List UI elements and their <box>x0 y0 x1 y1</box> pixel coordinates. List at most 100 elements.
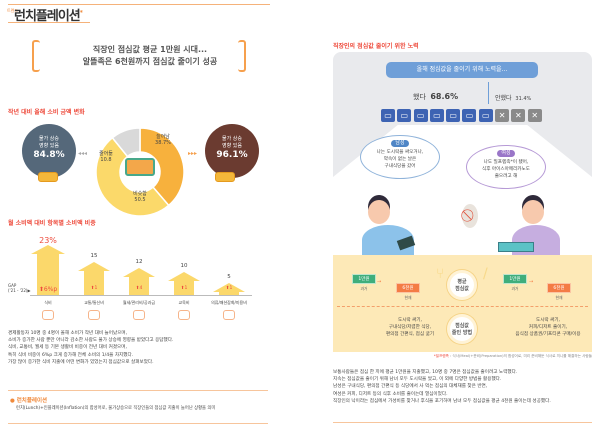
lunchbox-icon: ▭ <box>397 109 412 122</box>
house-icon <box>133 310 145 320</box>
bar-value: 23% <box>39 236 57 245</box>
headline-line-1: 직장인 점심값 평균 1만원 시대... <box>92 45 208 54</box>
coins-icon <box>38 172 58 182</box>
paragraph-line: 소비가 증가한 사람 뿐만 아니라 감소한 사람도 물가 상승에 영향을 받았다… <box>8 338 174 344</box>
plate-text: 점심값 <box>455 323 469 329</box>
circle-label: 물가 상승 <box>222 136 242 142</box>
paragraph-line: 특히 식비 비중이 6%p 크게 증가해 전체 소비의 1/4을 차지했다. <box>8 352 134 358</box>
section-title-spending: 작년 대비 올해 소비 금액 변화 <box>8 109 85 116</box>
left-stat-circle: 물가 상승 영향 있음 84.8% <box>22 124 76 178</box>
circle-value: 84.8% <box>33 150 65 160</box>
headline-line-2: 알뜰족은 6천원까지 점심값 줄이기 성공 <box>82 57 218 66</box>
donut-label-increase: 늘어남 38.7% <box>148 133 178 146</box>
circle-label: 영향 있음 <box>222 143 242 149</box>
bubble-line: 나도 밀프렙족*이 됐어, <box>483 160 529 165</box>
lunchbox-icon: ▭ <box>381 109 395 122</box>
section-title-effort: 직장인의 점심값 줄이기 위한 노력 <box>333 43 419 50</box>
coins-icon <box>215 172 235 182</box>
bar-arrowhead <box>168 272 200 282</box>
food-icon <box>42 310 54 320</box>
bar-gap: ⬆1 <box>180 286 188 291</box>
question-bubble: 올해 점심값을 줄이기 위해 노력을... <box>386 62 538 78</box>
header-tag: 트렌드 <box>7 8 19 13</box>
circle-label: 영향 있음 <box>39 143 59 149</box>
title-text: 런치플레이션 <box>14 9 81 24</box>
bar-category-label: 식비 <box>44 300 52 305</box>
lunchbox-icon: ▭ <box>446 109 461 122</box>
male-methods: 도시락 싸기, 구내식당/저렴한 식당, 편의점 간편식, 점심 굶기 <box>365 318 455 338</box>
bracket-right <box>238 40 246 72</box>
car-icon <box>88 310 100 320</box>
lunchbox-icon: ▭ <box>462 109 477 122</box>
gap-value: 1 <box>229 286 233 291</box>
male-past-cost: 1만원 <box>352 274 376 284</box>
circle-label: 물가 상승 <box>39 136 59 142</box>
paragraph-line: 식비, 교통비, 월세 등 기본 생활비 비중이 전년 대비 커졌으며, <box>8 345 127 351</box>
bar <box>129 275 149 295</box>
fork-icon: ⑂ <box>436 266 445 282</box>
baseline <box>30 295 252 296</box>
plate-text: 줄인 방법 <box>451 330 473 336</box>
female-past-cost: 1만원 <box>503 274 527 284</box>
female-person-illustration <box>522 200 544 224</box>
knife-icon: / <box>483 266 488 282</box>
bar-arrowhead <box>78 261 110 271</box>
bar-category-label: 의류/패션잡화/미용비 <box>211 300 247 305</box>
label: 늘어남 <box>156 134 170 140</box>
yes-label: 했다 <box>413 93 426 101</box>
header-rule <box>8 4 270 22</box>
lunchbox-icon-row: ▭ ▭ ▭ ▭ ▭ ▭ ▭ ✕ ✕ ✕ <box>381 103 544 122</box>
lunchbox-icon: ▭ <box>478 109 493 122</box>
paragraph-line: 남성은 구내식당, 편의점 간편식 등 식당에서 사 먹는 점심의 대체재를 찾… <box>333 384 488 390</box>
header-underline <box>8 22 90 23</box>
arrow-right-icon: ▸▸▸ <box>188 150 198 157</box>
lunchbox-icon <box>498 242 534 252</box>
male-speech-bubble: 남성 나는 도시락을 싸오거나, 약속이 없는 날은 구내식당을 갔어 <box>360 135 440 179</box>
arrow-left-icon: ◂◂◂ <box>78 150 88 157</box>
divider <box>333 422 592 423</box>
definition-title-text: 런치플레이션 <box>16 398 48 404</box>
gap-sub: ('21 - '22)▶ <box>8 288 31 293</box>
headline: 직장인 점심값 평균 1만원 시대... 알뜰족은 6천원까지 점심값 줄이기 … <box>40 44 260 68</box>
method-line: 편의점 간편식, 점심 굶기 <box>385 331 435 337</box>
bar-value: 5 <box>227 273 231 280</box>
gap-label: GAP ('21 - '22)▶ <box>8 283 31 293</box>
arrow-icon: → <box>377 279 382 285</box>
graduation-cap-icon <box>178 310 190 320</box>
bar-value: 10 <box>180 263 188 270</box>
bar-gap: ⬆4 <box>135 286 143 291</box>
bar-category-label: 월세/관리비/공과금 <box>122 300 156 305</box>
split-line <box>488 82 489 104</box>
footnote-term: *밀프렙족 <box>433 354 449 358</box>
label: 비슷함 <box>133 191 147 197</box>
definition-text: 런치(Lunch)+인플레이션(Inflation)의 합성어로, 물가상승으로… <box>16 406 216 411</box>
paragraph-line: 직장인의 낙이라는 점심에서 가성비를 찾거나 후식을 포기하며 남녀 모두 점… <box>333 398 551 404</box>
paragraph-line: 가장 많이 증가한 식비 지출에 어떤 변화가 있었는지 점심값으로 살펴보았다… <box>8 359 154 365</box>
female-methods: 도시락 싸기, 커피/디저트 줄이기, 음식점 상품권/기프티콘 구매/이용 <box>503 318 593 338</box>
bubble-line: 줄으려고 해 <box>494 174 518 179</box>
circle-value: 96.1% <box>216 150 248 160</box>
bar-arrowhead <box>123 267 155 277</box>
bar-arrowhead <box>213 282 245 292</box>
gap-value: 1 <box>184 286 188 291</box>
donut-label-decrease: 줄어듦 10.8 <box>94 150 118 163</box>
method-line: 커피/디저트 줄이기, <box>528 324 568 330</box>
no-value: 31.4% <box>515 96 532 102</box>
no-label: 안했다 <box>495 95 512 102</box>
female-tag: 여성 <box>497 150 515 157</box>
no-coffee-icon: ⃠ <box>462 204 478 228</box>
paragraph-line: 보통사람들은 점심 한 끼에 평균 1만원을 지출했고, 10명 중 7명은 점… <box>333 370 518 375</box>
bubble-line: 나는 도시락을 싸오거나, <box>376 150 424 155</box>
bar <box>219 290 239 295</box>
yes-stat: 했다 68.6% <box>413 92 458 102</box>
plate-text: 점심값 <box>455 286 469 292</box>
divider <box>8 423 268 424</box>
past-label: 과거 <box>360 286 368 291</box>
bar-arrowhead <box>31 245 65 254</box>
bracket-left <box>32 40 40 72</box>
bar-gap: ⬆1 <box>90 286 98 291</box>
paragraph-line: 여성은 커피, 디저트 등의 식후 소비를 줄이는데 열심이었다. <box>333 391 448 397</box>
bubble-line: 약속이 없는 날은 <box>383 157 417 162</box>
method-line: 음식점 상품권/기프티콘 구매/이용 <box>515 331 581 337</box>
shopping-bag-icon <box>223 310 235 320</box>
